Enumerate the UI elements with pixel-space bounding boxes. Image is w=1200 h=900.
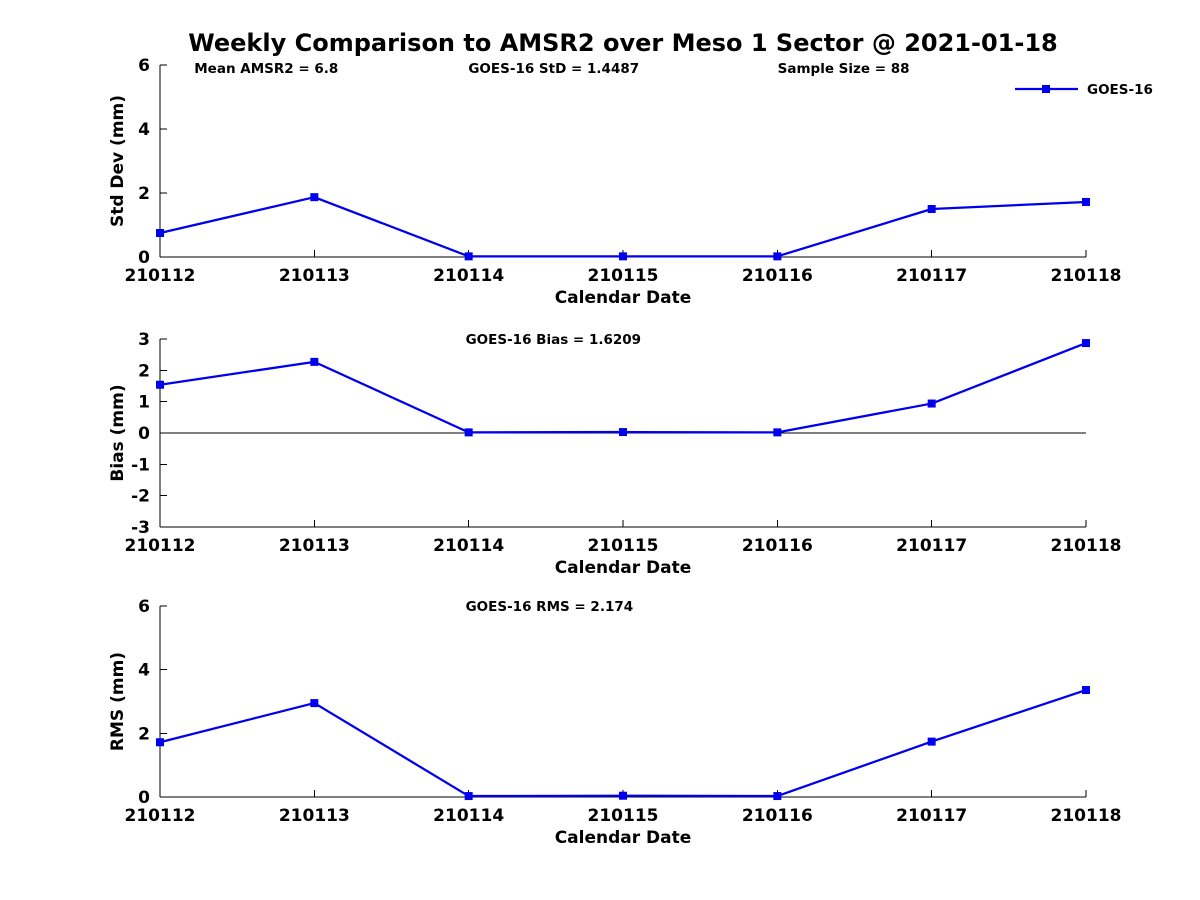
y-tick-label: 4 <box>138 120 150 140</box>
annotation: GOES-16 Bias = 1.6209 <box>466 332 641 348</box>
x-tick-label: 210112 <box>125 536 196 556</box>
data-point-marker <box>927 205 936 213</box>
y-axis-label: RMS (mm) <box>108 652 128 751</box>
y-tick-label: 0 <box>138 788 150 808</box>
x-tick-label: 210115 <box>588 536 659 556</box>
x-axis-label: Calendar Date <box>555 288 692 308</box>
data-point-marker <box>619 791 627 800</box>
data-point-marker <box>773 428 782 437</box>
data-point-marker <box>464 252 473 261</box>
data-point-marker <box>156 229 164 237</box>
annotation: GOES-16 RMS = 2.174 <box>466 599 634 615</box>
data-point-marker <box>619 428 627 437</box>
x-tick-label: 210115 <box>588 806 659 826</box>
annotation: GOES-16 StD = 1.4487 <box>468 61 639 77</box>
data-point-marker <box>310 699 319 708</box>
series-line-goes-16 <box>159 688 1087 798</box>
y-tick-label: 6 <box>138 597 150 617</box>
y-tick-label: 2 <box>138 184 150 204</box>
series-line-goes-16 <box>159 196 1087 258</box>
x-tick-label: 210116 <box>742 806 813 826</box>
y-tick-label: 2 <box>138 361 150 381</box>
data-point-marker <box>1082 686 1090 695</box>
x-axis-label: Calendar Date <box>555 558 692 578</box>
data-point-marker <box>619 252 627 261</box>
data-point-marker <box>156 380 164 389</box>
annotation: Sample Size = 88 <box>778 61 910 77</box>
data-point-marker <box>310 193 319 202</box>
data-point-marker <box>773 792 782 801</box>
data-point-marker <box>773 252 782 261</box>
x-tick-label: 210115 <box>588 266 659 286</box>
x-tick-label: 210118 <box>1051 536 1122 556</box>
data-point-marker <box>1082 197 1090 206</box>
y-tick-label: -1 <box>131 455 150 475</box>
annotation: Mean AMSR2 = 6.8 <box>194 61 338 77</box>
series-line-goes-16 <box>159 342 1087 434</box>
x-tick-label: 210114 <box>433 536 504 556</box>
data-point-marker <box>464 792 473 801</box>
x-axis-label: Calendar Date <box>555 828 692 848</box>
y-axis-label: Std Dev (mm) <box>108 95 128 227</box>
x-tick-label: 210117 <box>896 536 967 556</box>
y-axis-label: Bias (mm) <box>108 384 128 481</box>
y-tick-label: 0 <box>138 248 150 268</box>
x-tick-label: 210116 <box>742 266 813 286</box>
legend-marker <box>1042 85 1050 93</box>
x-tick-label: 210114 <box>433 266 504 286</box>
x-tick-label: 210118 <box>1051 806 1122 826</box>
y-tick-label: 3 <box>138 330 150 350</box>
data-point-marker <box>156 738 164 747</box>
y-tick-label: 2 <box>138 724 150 744</box>
x-tick-label: 210117 <box>896 266 967 286</box>
data-point-marker <box>310 357 319 366</box>
legend-label: GOES-16 <box>1087 82 1153 98</box>
x-tick-label: 210113 <box>279 266 350 286</box>
x-tick-label: 210113 <box>279 806 350 826</box>
data-point-marker <box>464 428 473 437</box>
y-tick-label: 1 <box>138 393 150 413</box>
y-tick-label: 6 <box>138 56 150 76</box>
x-tick-label: 210117 <box>896 806 967 826</box>
y-tick-label: -3 <box>131 518 150 538</box>
data-point-marker <box>927 399 936 408</box>
x-tick-label: 210114 <box>433 806 504 826</box>
subplot-std-dev: 0 2 4 6 210112 210113 210114 210115 210116 210117… <box>108 56 1121 308</box>
x-tick-label: 210112 <box>125 266 196 286</box>
figure-title: Weekly Comparison to AMSR2 over Meso 1 S… <box>188 29 1058 57</box>
data-point-marker <box>927 737 936 746</box>
y-tick-label: 0 <box>138 424 150 444</box>
subplot-rms: 0 2 4 6 210112 210113 210114 210115 210116 210117… <box>108 597 1121 848</box>
x-tick-label: 210116 <box>742 536 813 556</box>
x-tick-label: 210113 <box>279 536 350 556</box>
data-point-marker <box>1082 339 1090 348</box>
legend: GOES-16 <box>1015 82 1153 98</box>
x-tick-label: 210112 <box>125 806 196 826</box>
x-tick-label: 210118 <box>1051 266 1122 286</box>
y-tick-label: -2 <box>131 487 150 507</box>
subplot-bias: -3 -2 -1 0 1 2 3 210112 210113 210114 210115 210116… <box>108 330 1121 578</box>
y-tick-label: 4 <box>138 661 150 681</box>
